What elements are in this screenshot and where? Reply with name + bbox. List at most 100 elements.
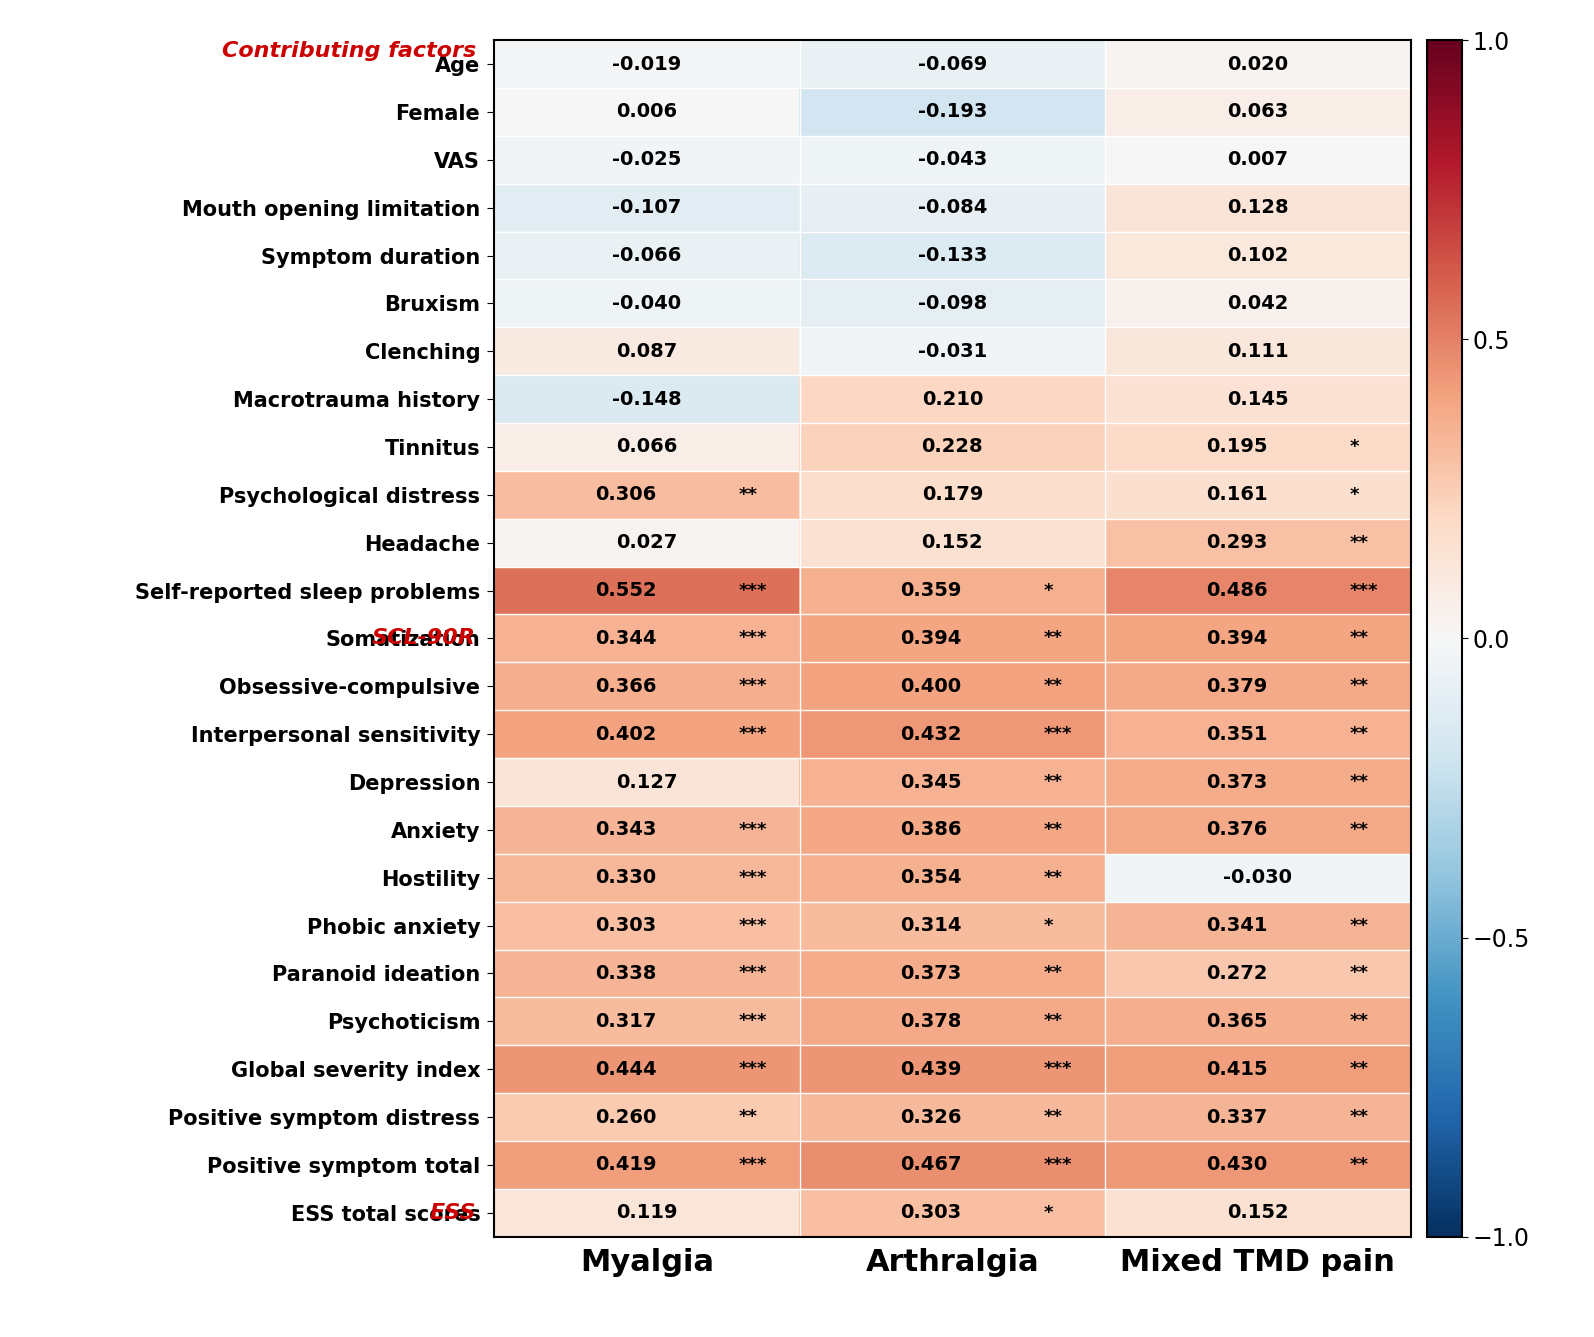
Text: 0.486: 0.486 xyxy=(1205,582,1267,600)
Text: **: ** xyxy=(1350,773,1369,792)
Text: -0.030: -0.030 xyxy=(1224,868,1293,888)
Text: 0.317: 0.317 xyxy=(595,1012,657,1031)
Text: 0.365: 0.365 xyxy=(1205,1012,1267,1031)
Text: 0.102: 0.102 xyxy=(1227,246,1288,265)
Text: 0.152: 0.152 xyxy=(1227,1203,1288,1222)
Text: 0.432: 0.432 xyxy=(901,725,961,743)
Text: **: ** xyxy=(1350,1108,1369,1126)
Text: ***: *** xyxy=(738,964,767,983)
Text: -0.019: -0.019 xyxy=(612,55,682,74)
Text: 0.341: 0.341 xyxy=(1205,916,1267,935)
Text: 0.378: 0.378 xyxy=(901,1012,961,1031)
Text: -0.043: -0.043 xyxy=(918,150,987,170)
Text: -0.148: -0.148 xyxy=(612,389,682,409)
Text: 0.007: 0.007 xyxy=(1227,150,1288,170)
Text: **: ** xyxy=(1350,630,1369,647)
Text: **: ** xyxy=(738,485,757,504)
Text: -0.066: -0.066 xyxy=(612,246,682,265)
Text: 0.128: 0.128 xyxy=(1227,198,1288,217)
Text: -0.107: -0.107 xyxy=(612,198,682,217)
Text: ***: *** xyxy=(1044,1157,1073,1174)
Text: **: ** xyxy=(1044,630,1063,647)
Text: 0.314: 0.314 xyxy=(901,916,961,935)
Text: 0.366: 0.366 xyxy=(595,677,657,695)
Text: **: ** xyxy=(1350,725,1369,743)
Text: 0.344: 0.344 xyxy=(595,628,657,648)
Text: *: * xyxy=(1044,1203,1054,1222)
Text: **: ** xyxy=(1350,1157,1369,1174)
Text: **: ** xyxy=(1044,773,1063,792)
Text: *: * xyxy=(1350,485,1360,504)
Text: **: ** xyxy=(1044,869,1063,886)
Text: ***: *** xyxy=(738,678,767,695)
Text: ***: *** xyxy=(1044,725,1073,743)
Text: -0.040: -0.040 xyxy=(612,294,682,313)
Text: 0.444: 0.444 xyxy=(595,1060,657,1079)
Text: ESS: ESS xyxy=(429,1203,475,1223)
Text: SCL-90R: SCL-90R xyxy=(371,628,475,648)
Text: 0.400: 0.400 xyxy=(901,677,961,695)
Text: **: ** xyxy=(1350,678,1369,695)
Text: *: * xyxy=(1044,917,1054,935)
Text: 0.027: 0.027 xyxy=(617,533,677,552)
Text: -0.098: -0.098 xyxy=(918,294,987,313)
Text: ***: *** xyxy=(738,725,767,743)
Text: -0.031: -0.031 xyxy=(918,342,987,361)
Text: ***: *** xyxy=(738,630,767,647)
Text: *: * xyxy=(1350,439,1360,456)
Text: 0.379: 0.379 xyxy=(1207,677,1267,695)
Text: ***: *** xyxy=(1044,1060,1073,1078)
Text: 0.394: 0.394 xyxy=(1205,628,1267,648)
Text: **: ** xyxy=(1350,917,1369,935)
Text: **: ** xyxy=(1350,821,1369,838)
Text: ***: *** xyxy=(738,582,767,599)
Text: **: ** xyxy=(738,1108,757,1126)
Text: 0.303: 0.303 xyxy=(901,1203,961,1222)
Text: 0.439: 0.439 xyxy=(901,1060,961,1079)
Text: 0.338: 0.338 xyxy=(595,964,657,983)
Text: 0.467: 0.467 xyxy=(901,1155,961,1174)
Text: Contributing factors: Contributing factors xyxy=(222,41,475,62)
Text: **: ** xyxy=(1044,1012,1063,1031)
Text: 0.119: 0.119 xyxy=(617,1203,677,1222)
Text: 0.386: 0.386 xyxy=(901,821,961,840)
Text: -0.025: -0.025 xyxy=(612,150,682,170)
Text: 0.272: 0.272 xyxy=(1205,964,1267,983)
Text: 0.161: 0.161 xyxy=(1205,485,1267,504)
Text: 0.394: 0.394 xyxy=(901,628,961,648)
Text: **: ** xyxy=(1350,1060,1369,1078)
Text: 0.306: 0.306 xyxy=(595,485,657,504)
Text: **: ** xyxy=(1044,1108,1063,1126)
Text: ***: *** xyxy=(738,917,767,935)
Text: -0.084: -0.084 xyxy=(918,198,987,217)
Text: 0.020: 0.020 xyxy=(1227,55,1288,74)
Text: 0.330: 0.330 xyxy=(595,868,657,888)
Text: -0.193: -0.193 xyxy=(918,103,987,122)
Text: 0.351: 0.351 xyxy=(1205,725,1267,743)
Text: 0.145: 0.145 xyxy=(1227,389,1288,409)
Text: 0.111: 0.111 xyxy=(1227,342,1288,361)
Text: 0.179: 0.179 xyxy=(921,485,983,504)
Text: 0.293: 0.293 xyxy=(1205,533,1267,552)
Text: ***: *** xyxy=(738,1012,767,1031)
Text: 0.337: 0.337 xyxy=(1207,1107,1267,1127)
Text: **: ** xyxy=(1350,964,1369,983)
Text: 0.343: 0.343 xyxy=(595,821,657,840)
Text: -0.069: -0.069 xyxy=(918,55,987,74)
Text: 0.228: 0.228 xyxy=(921,437,983,456)
Text: **: ** xyxy=(1044,678,1063,695)
Text: **: ** xyxy=(1350,1012,1369,1031)
Text: 0.066: 0.066 xyxy=(617,437,677,456)
Text: 0.152: 0.152 xyxy=(921,533,983,552)
Text: **: ** xyxy=(1044,821,1063,838)
Text: 0.042: 0.042 xyxy=(1227,294,1288,313)
Text: ***: *** xyxy=(738,1060,767,1078)
Text: 0.303: 0.303 xyxy=(595,916,657,935)
Text: ***: *** xyxy=(738,821,767,838)
Text: ***: *** xyxy=(1350,582,1379,599)
Text: 0.419: 0.419 xyxy=(595,1155,657,1174)
Text: 0.373: 0.373 xyxy=(1207,773,1267,792)
Text: 0.402: 0.402 xyxy=(595,725,657,743)
Text: -0.133: -0.133 xyxy=(918,246,987,265)
Text: *: * xyxy=(1044,582,1054,599)
